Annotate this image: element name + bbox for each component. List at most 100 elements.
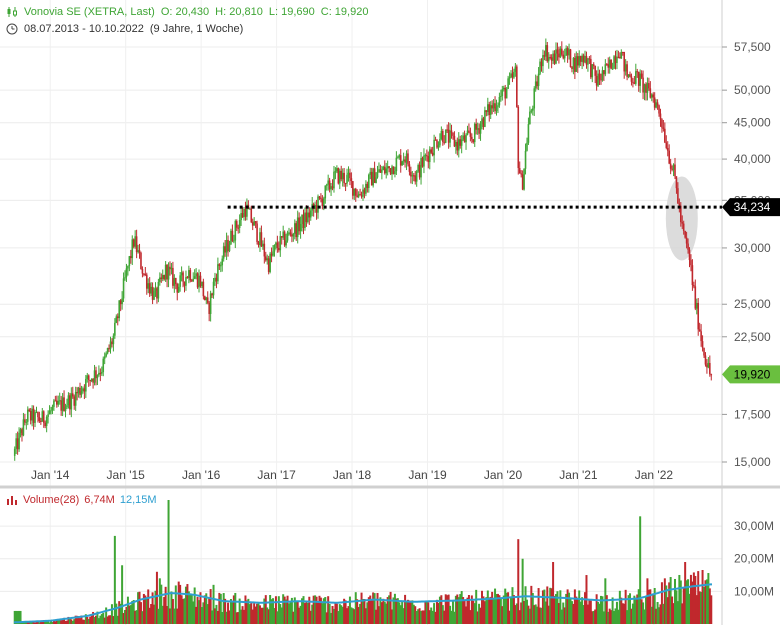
candle-body: [504, 87, 507, 99]
volume-bar: [286, 595, 289, 624]
candle-body: [163, 275, 165, 280]
candle-body: [476, 128, 479, 130]
volume-bar: [102, 612, 105, 624]
volume-bar: [436, 599, 439, 624]
candle-body: [542, 55, 544, 67]
candle-body: [13, 448, 16, 456]
volume-bar: [346, 608, 349, 624]
volume-bar: [251, 609, 254, 624]
volume-bar: [631, 603, 634, 624]
candle-body: [520, 173, 522, 175]
volume-bar: [531, 592, 534, 624]
candle-body: [701, 341, 704, 348]
candle-body: [209, 293, 212, 314]
candle-body: [205, 297, 208, 301]
candle-body: [337, 168, 340, 184]
candle-body: [707, 362, 710, 368]
volume-bar: [125, 606, 128, 624]
candle-body: [500, 95, 502, 97]
candle-body: [626, 64, 628, 77]
volume-bar: [90, 614, 93, 624]
candle-body: [407, 153, 409, 165]
candle-body: [86, 375, 89, 379]
volume-bar: [700, 592, 703, 624]
volume-bar: [637, 589, 640, 624]
volume-bar: [451, 599, 454, 624]
volume-bar: [488, 597, 491, 624]
volume-bar: [129, 605, 132, 624]
volume-bar: [505, 592, 508, 624]
candle-body: [195, 273, 197, 277]
candle-body: [87, 375, 90, 380]
candle-body: [404, 159, 406, 163]
candle-body: [324, 185, 327, 199]
volume-bar: [391, 609, 394, 624]
candle-body: [481, 118, 483, 125]
volume-bar: [705, 579, 708, 624]
volume-bar: [73, 619, 76, 624]
volume-bar: [138, 591, 141, 624]
volume-bar: [629, 593, 632, 624]
volume-bar: [375, 609, 378, 624]
volume-bar: [206, 604, 209, 624]
candle-body: [430, 149, 433, 153]
candle-body: [418, 164, 421, 178]
candle-body: [154, 288, 157, 291]
volume-bar: [369, 595, 372, 624]
candle-body: [241, 213, 244, 218]
candle-body: [275, 242, 277, 246]
volume-bar: [357, 607, 360, 624]
volume-bar: [305, 600, 308, 624]
volume-bar: [687, 579, 690, 624]
volume-bar: [163, 597, 166, 624]
candle-body: [450, 130, 453, 133]
volume-bar: [261, 607, 264, 624]
volume-bar: [68, 618, 71, 624]
candle-body: [82, 388, 84, 392]
volume-bar: [494, 588, 497, 624]
candle-body: [272, 251, 274, 256]
price-tick-label: 57,500: [734, 40, 771, 54]
candle-body: [102, 358, 105, 373]
volume-bar: [25, 621, 28, 624]
volume-bar: [254, 606, 257, 624]
candle-body: [116, 316, 119, 319]
candle-body: [114, 322, 116, 336]
last-price-label: 19,920: [734, 367, 771, 381]
volume-bar: [331, 605, 334, 624]
candle-body: [653, 97, 656, 108]
volume-bar: [67, 616, 70, 624]
volume-bar: [504, 588, 507, 624]
volume-bar: [182, 598, 185, 624]
volume-bar: [607, 611, 610, 624]
candle-body: [614, 56, 617, 64]
volume-bar: [689, 574, 692, 624]
volume-bar: [685, 580, 688, 624]
volume-bar: [449, 605, 452, 624]
candle-body: [575, 56, 578, 72]
volume-bar: [502, 595, 505, 624]
candle-body: [180, 272, 183, 276]
volume-bar: [550, 588, 553, 624]
candle-body: [105, 353, 107, 357]
period-duration: (9 Jahre, 1 Woche): [149, 23, 244, 35]
volume-bar: [334, 603, 337, 624]
candle-body: [587, 58, 589, 65]
volume-bar: [462, 597, 465, 624]
volume-bar: [486, 590, 489, 624]
candle-body: [710, 374, 713, 376]
candle-body: [204, 296, 206, 301]
volume-bar: [489, 596, 492, 624]
candle-body: [510, 73, 512, 78]
volume-bar: [161, 605, 164, 624]
candle-body: [369, 171, 372, 175]
volume-bar: [473, 603, 476, 624]
volume-bar: [373, 593, 376, 624]
volume-bar: [453, 611, 456, 624]
volume-bar: [643, 609, 646, 624]
candle-body: [537, 73, 540, 87]
candle-body: [237, 227, 240, 229]
volume-bar: [108, 615, 111, 624]
candle-body: [598, 73, 601, 80]
candle-body: [192, 278, 195, 282]
